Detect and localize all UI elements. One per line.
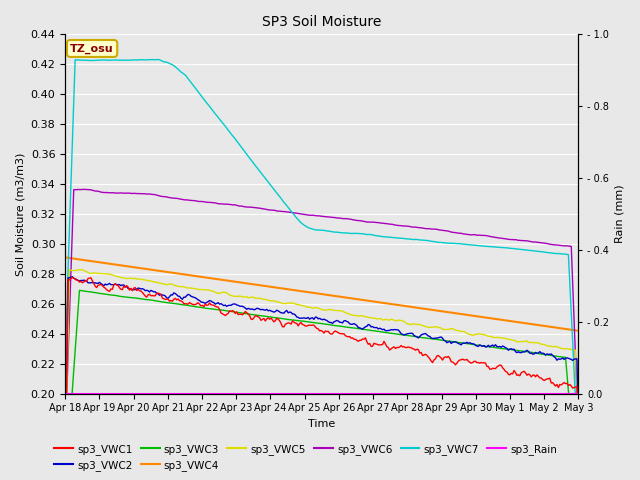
Text: TZ_osu: TZ_osu	[70, 43, 114, 54]
Legend: sp3_VWC1, sp3_VWC2, sp3_VWC3, sp3_VWC4, sp3_VWC5, sp3_VWC6, sp3_VWC7, sp3_Rain: sp3_VWC1, sp3_VWC2, sp3_VWC3, sp3_VWC4, …	[50, 439, 561, 475]
Title: SP3 Soil Moisture: SP3 Soil Moisture	[262, 15, 381, 29]
Y-axis label: Soil Moisture (m3/m3): Soil Moisture (m3/m3)	[15, 152, 25, 276]
X-axis label: Time: Time	[308, 419, 335, 429]
Y-axis label: Rain (mm): Rain (mm)	[615, 185, 625, 243]
